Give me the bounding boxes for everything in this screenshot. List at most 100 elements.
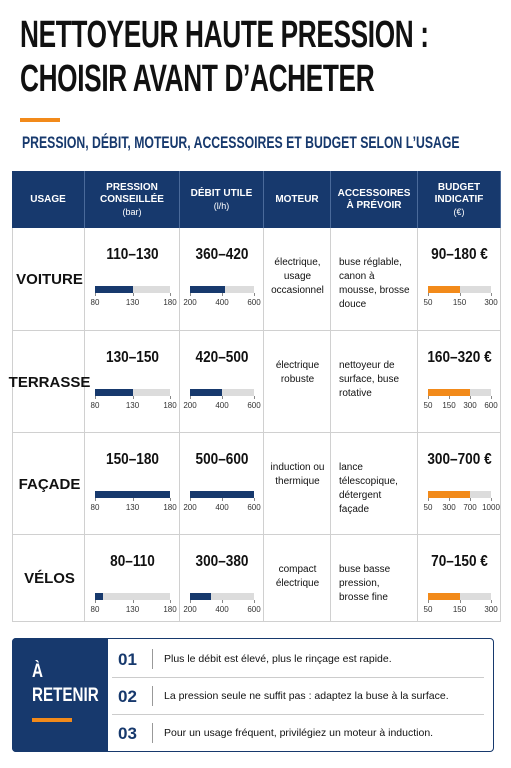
gauge-tick <box>449 498 450 501</box>
gauge-tick <box>449 396 450 399</box>
header-label: DÉBIT UTILE <box>190 187 253 199</box>
header-cell: MOTEUR <box>264 171 331 228</box>
table-cell: FAÇADE <box>12 433 85 535</box>
range-value: 80–110 <box>110 553 155 570</box>
gauge-track <box>428 286 491 293</box>
usage-label: VOITURE <box>16 271 83 288</box>
gauge-fill <box>428 389 470 396</box>
gauge-tick-label: 700 <box>463 503 477 512</box>
gauge-tick <box>470 498 471 501</box>
gauge-tick-label: 80 <box>90 605 100 614</box>
gauge-tick <box>428 600 429 603</box>
gauge-tick-label: 150 <box>442 401 456 410</box>
gauge-tick-label: 400 <box>215 605 229 614</box>
range-value: 150–180 <box>106 451 159 468</box>
gauge-tick <box>222 293 223 296</box>
gauge-tick <box>428 293 429 296</box>
gauge-track <box>95 593 170 600</box>
range-value: 130–150 <box>106 349 159 366</box>
gauge-track <box>95 389 170 396</box>
gauge-track <box>190 593 254 600</box>
motor-text: électrique, usage occasionnel <box>271 257 324 296</box>
range-value: 420–500 <box>195 349 249 366</box>
motor-text: induction ou thermique <box>270 462 325 487</box>
title-line: NETTOYEUR HAUTE PRESSION : <box>20 14 429 56</box>
gauge-fill <box>428 491 470 498</box>
gauge-tick-label: 130 <box>125 298 140 307</box>
gauge-track <box>190 389 254 396</box>
table-cell: 70–150 € 50 150 300 <box>418 535 501 622</box>
gauge-track <box>95 286 170 293</box>
gauge-tick-label: 80 <box>90 298 100 307</box>
retenir-panel <box>12 638 108 752</box>
gauge-fill <box>190 491 254 498</box>
table-cell: 80–110 80 130 180 <box>85 535 180 622</box>
table-cell: buse basse pression, brosse fine <box>331 535 418 622</box>
item-divider <box>152 686 153 706</box>
gauge-tick <box>132 396 134 399</box>
gauge-tick <box>170 600 171 603</box>
gauge-tick-label: 600 <box>247 503 261 512</box>
gauge-tick-label: 50 <box>423 298 433 307</box>
gauge-tick-label: 1000 <box>482 503 500 512</box>
range-value: 110–130 <box>106 246 159 263</box>
table-cell: 300–700 € 50 300 700 1000 <box>418 433 501 535</box>
header-cell: DÉBIT UTILE (l/h) <box>180 171 264 228</box>
gauge-track <box>428 593 491 600</box>
accessories-text: buse réglable, canon à mousse, brosse do… <box>339 257 410 310</box>
accent-bar <box>32 718 72 722</box>
gauge-fill <box>95 286 133 293</box>
gauge-fill <box>428 593 460 600</box>
range-value: 300–700 € <box>427 451 492 468</box>
header-label: ACCESSOIRES À PRÉVOIR <box>337 187 411 211</box>
gauge-tick <box>190 498 191 501</box>
item-text: La pression seule ne suffit pas : adapte… <box>164 690 449 702</box>
gauge-tick-label: 300 <box>484 298 498 307</box>
range-value: 300–380 <box>195 553 249 570</box>
table-cell: induction ou thermique <box>264 433 331 535</box>
gauge-tick-label: 50 <box>423 503 433 512</box>
gauge-tick-label: 50 <box>423 605 433 614</box>
header-label: PRESSION CONSEILLÉE <box>100 181 164 205</box>
item-text: Plus le débit est élevé, plus le rinçage… <box>164 653 392 665</box>
table-cell: TERRASSE <box>9 331 90 433</box>
gauge-tick-label: 400 <box>215 401 229 410</box>
header-label: MOTEUR <box>275 193 319 205</box>
usage-label: FAÇADE <box>18 475 81 493</box>
header-cell: PRESSION CONSEILLÉE (bar) <box>85 171 180 228</box>
gauge-tick-label: 130 <box>125 605 140 614</box>
gauge-tick-label: 600 <box>247 298 261 307</box>
header-cell: USAGE <box>12 171 85 228</box>
gauge-tick-label: 300 <box>463 401 477 410</box>
header-cell: BUDGET INDICATIF (€) <box>418 171 501 228</box>
gauge-tick <box>459 600 461 603</box>
table-cell: 110–130 80 130 180 <box>85 228 180 331</box>
gauge-tick-label: 600 <box>247 401 261 410</box>
gauge-tick-label: 150 <box>452 605 467 614</box>
title-line: CHOISIR AVANT D’ACHETER <box>20 58 375 100</box>
gauge-tick <box>254 498 255 501</box>
gauge-tick <box>491 396 492 399</box>
range-value: 360–420 <box>195 246 249 263</box>
gauge-tick <box>491 293 492 296</box>
gauge-tick <box>95 600 96 603</box>
gauge-tick-label: 180 <box>163 401 177 410</box>
gauge-tick-label: 180 <box>163 503 177 512</box>
gauge-tick <box>170 396 171 399</box>
range-value: 70–150 € <box>431 553 488 570</box>
table-cell: 300–380 200 400 600 <box>180 535 264 622</box>
gauge-tick-label: 400 <box>215 298 229 307</box>
gauge-tick <box>190 293 191 296</box>
table-cell: VÉLOS <box>12 535 85 622</box>
table-cell: compact électrique <box>264 535 331 622</box>
motor-text: compact électrique <box>275 564 320 589</box>
gauge-tick <box>222 498 223 501</box>
accent-bar <box>20 118 60 122</box>
header-label: USAGE <box>30 193 66 205</box>
gauge-tick <box>459 293 461 296</box>
gauge-tick <box>491 600 492 603</box>
range-value: 90–180 € <box>431 246 488 263</box>
table-cell: VOITURE <box>12 228 85 331</box>
gauge-tick-label: 200 <box>183 605 197 614</box>
